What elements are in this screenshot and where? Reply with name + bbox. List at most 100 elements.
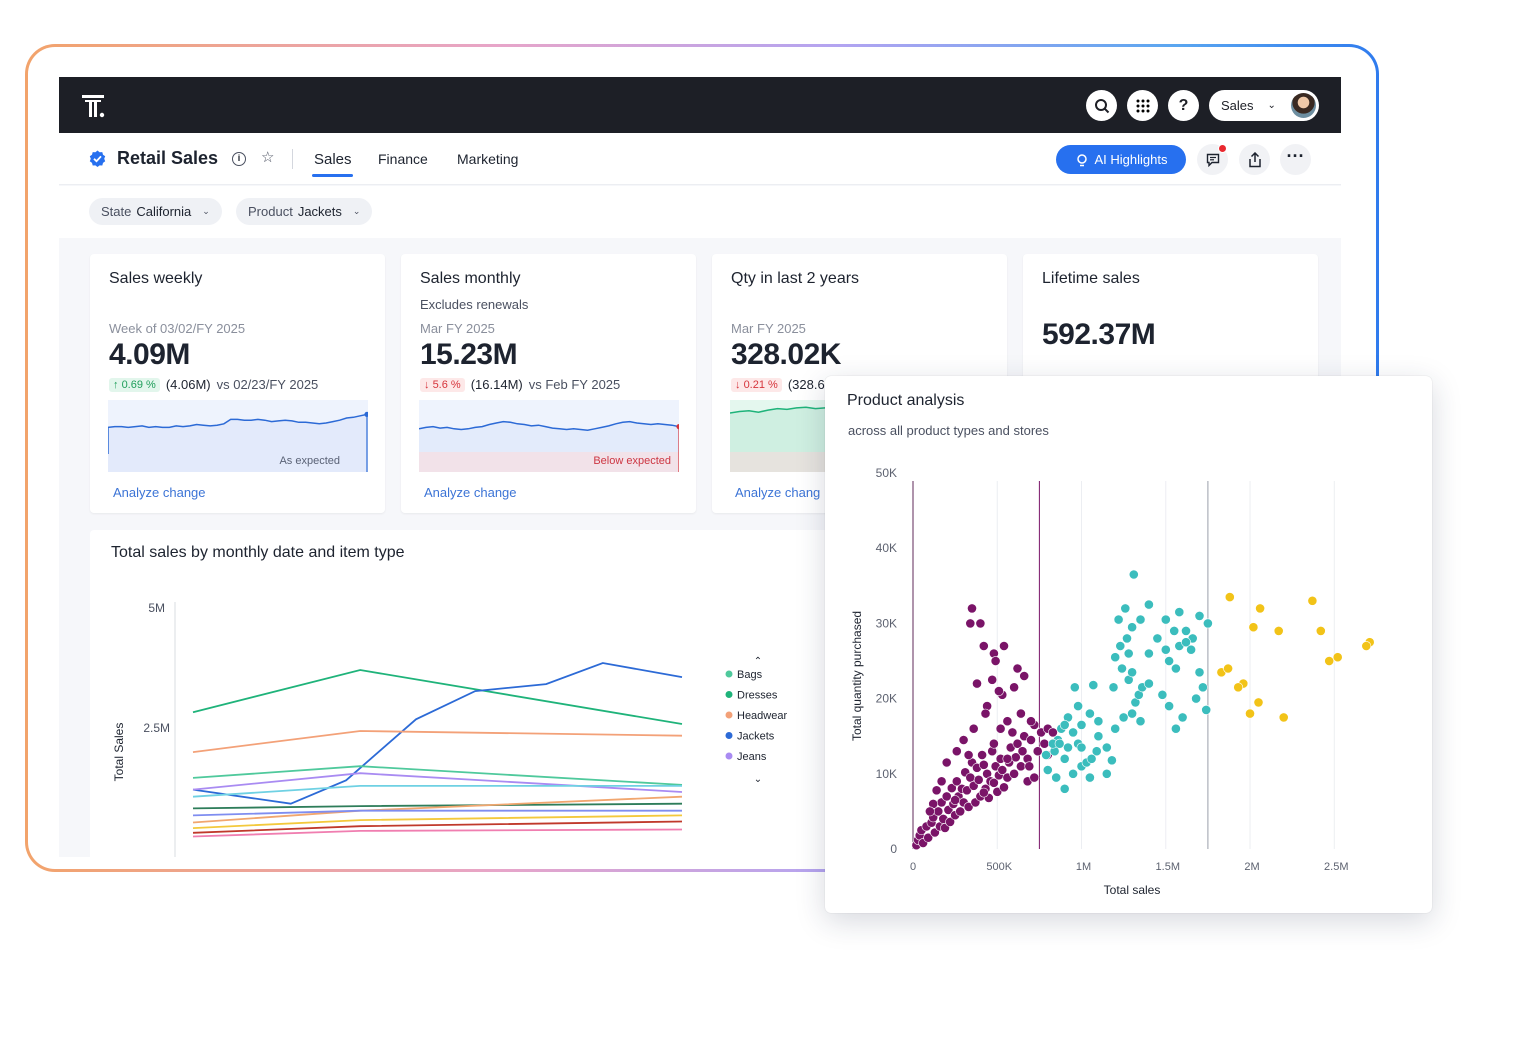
x-axis-label: Total sales <box>1104 883 1161 897</box>
search-button[interactable] <box>1086 90 1117 121</box>
kpi-value: 592.37M <box>1042 318 1156 351</box>
scatter-point <box>1039 738 1050 749</box>
tab-finance[interactable]: Finance <box>378 151 428 167</box>
scatter-point <box>1015 708 1026 719</box>
compare-period: vs Feb FY 2025 <box>528 377 621 392</box>
legend-item: Bags <box>737 669 763 681</box>
scatter-point <box>1047 727 1058 738</box>
scatter-point <box>1233 682 1244 693</box>
legend-dot <box>725 752 733 760</box>
chart-title: Total sales by monthly date and item typ… <box>111 544 405 561</box>
scatter-point <box>950 795 961 805</box>
scatter-point <box>1029 772 1040 783</box>
kpi-title: Sales monthly <box>420 270 521 287</box>
analyze-change-link[interactable]: Analyze change <box>424 485 517 500</box>
info-icon[interactable]: i <box>232 152 246 166</box>
scatter-point <box>1076 719 1087 730</box>
x-tick-label: 1.5M <box>1156 861 1180 873</box>
ai-highlights-button[interactable]: AI Highlights <box>1056 145 1186 174</box>
scatter-point <box>1110 723 1121 734</box>
scatter-point <box>1076 742 1087 753</box>
line-series-jeans <box>192 772 683 793</box>
legend-dot <box>725 732 733 739</box>
analyze-change-link[interactable]: Analyze chang <box>735 485 821 500</box>
sparkline-chart[interactable]: Below expected <box>419 400 679 472</box>
change-value: 5.6 % <box>432 378 461 391</box>
more-options-button[interactable]: ··· <box>1280 144 1311 175</box>
filter-chip-product[interactable]: Product Jackets ⌄ <box>236 198 373 225</box>
scatter-point <box>1059 753 1070 764</box>
help-button[interactable]: ? <box>1168 90 1199 121</box>
sparkline-line <box>108 413 368 454</box>
scatter-point <box>1026 735 1036 745</box>
tab-sales[interactable]: Sales <box>314 151 352 168</box>
apps-button[interactable] <box>1127 90 1158 121</box>
change-value: 0.21 % <box>743 378 778 391</box>
scatter-point <box>1088 680 1099 690</box>
kpi-value: 15.23M <box>420 338 518 371</box>
scatter-point <box>1202 618 1213 629</box>
arrow-up-icon: ↑ <box>113 378 122 391</box>
scatter-point <box>1117 663 1127 674</box>
scatter-point <box>1041 750 1051 760</box>
scatter-point <box>1245 708 1255 719</box>
scatter-point <box>1115 641 1126 651</box>
app-logo-icon[interactable] <box>81 93 107 119</box>
scatter-point <box>961 785 972 796</box>
scatter-point <box>997 765 1008 775</box>
line-chart[interactable]: Total Sales 5M 2.5M ⌃ Bags Dresses Headwea… <box>90 530 1070 857</box>
verified-badge-icon <box>89 150 106 167</box>
scatter-point <box>1194 610 1205 621</box>
scatter-point <box>988 777 999 788</box>
scatter-point <box>963 801 974 812</box>
line-series-series11 <box>192 820 683 834</box>
kpi-card-sales-weekly[interactable]: Sales weekly Week of 03/02/FY 2025 4.09M… <box>90 254 385 513</box>
scatter-point <box>1017 746 1028 757</box>
filter-bar: State California ⌄ Product Jackets ⌄ <box>59 186 1341 238</box>
kpi-value: 328.02K <box>731 338 841 371</box>
filter-chip-state[interactable]: State California ⌄ <box>89 198 222 225</box>
scatter-point <box>1009 682 1019 693</box>
scatter-point <box>1110 652 1121 663</box>
x-tick-label: 0 <box>910 861 916 873</box>
scatter-point <box>925 806 935 817</box>
line-series-dresses <box>192 669 683 725</box>
user-avatar[interactable] <box>1291 93 1316 118</box>
comments-button[interactable] <box>1197 144 1228 175</box>
scatter-point <box>1093 716 1104 727</box>
scatter-point <box>1086 753 1097 764</box>
scatter-point <box>945 816 955 827</box>
x-tick-label: 2M <box>1244 861 1259 873</box>
scatter-point <box>1068 727 1078 738</box>
analyze-change-link[interactable]: Analyze change <box>113 485 206 500</box>
org-selector[interactable]: Sales ⌄ <box>1209 90 1319 121</box>
scatter-point <box>1093 731 1104 742</box>
scatter-point <box>936 776 947 787</box>
legend-scroll-down-icon[interactable]: ⌄ <box>754 774 762 785</box>
line-series-series10 <box>192 814 683 829</box>
scatter-point <box>1177 712 1188 723</box>
tab-marketing[interactable]: Marketing <box>457 151 519 167</box>
scatter-point <box>1169 625 1180 636</box>
kpi-card-sales-monthly[interactable]: Sales monthly Excludes renewals Mar FY 2… <box>401 254 696 513</box>
y-tick-label: 0 <box>890 842 897 856</box>
scatter-point <box>1101 768 1112 779</box>
scatter-chart[interactable]: Total quantity purchased Total sales 0 50… <box>825 376 1432 913</box>
scatter-point <box>993 686 1004 696</box>
share-button[interactable] <box>1239 144 1270 175</box>
scatter-point <box>1181 637 1191 648</box>
legend-dot <box>725 670 733 678</box>
scatter-point <box>951 776 962 787</box>
star-icon[interactable]: ☆ <box>261 149 275 166</box>
apps-grid-icon <box>1136 99 1149 112</box>
comment-icon <box>1206 153 1219 167</box>
scatter-point <box>972 678 982 689</box>
legend-scroll-up-icon[interactable]: ⌃ <box>754 656 762 667</box>
sparkline-chart[interactable]: As expected <box>108 400 368 472</box>
scatter-point <box>1157 689 1168 700</box>
product-analysis-card[interactable]: Product analysis across all product type… <box>825 376 1432 913</box>
legend-item: Headwear <box>737 710 787 722</box>
legend-item: Jackets <box>737 731 775 743</box>
scatter-point <box>1054 738 1065 749</box>
scatter-point <box>1255 603 1265 614</box>
